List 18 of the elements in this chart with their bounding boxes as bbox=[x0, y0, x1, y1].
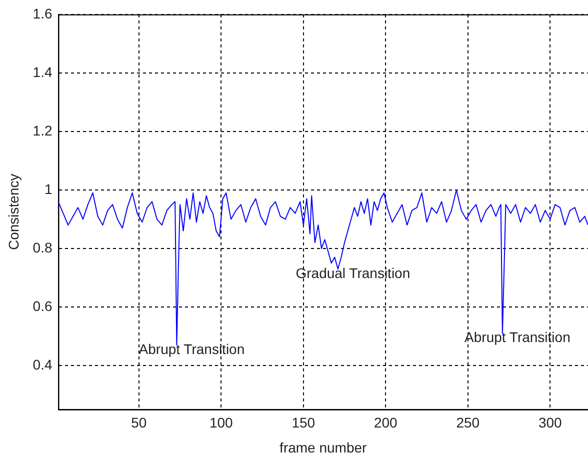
x-tick-label: 150 bbox=[292, 414, 316, 431]
x-tick-label: 300 bbox=[538, 414, 562, 431]
annotation: Abrupt Transition bbox=[138, 340, 245, 357]
y-tick-label: 1.6 bbox=[32, 5, 52, 22]
x-tick-label: 200 bbox=[374, 414, 398, 431]
annotation: Abrupt Transition bbox=[464, 329, 570, 346]
y-tick-label: 0.6 bbox=[32, 298, 52, 314]
y-tick-label: 1.2 bbox=[32, 122, 52, 138]
y-axis-title: Consistency bbox=[5, 174, 22, 250]
y-tick-label: 1.4 bbox=[32, 64, 52, 80]
annotation: Gradual Transition bbox=[296, 264, 410, 281]
y-tick-label: 1 bbox=[44, 180, 52, 197]
y-tick-label: 0.4 bbox=[32, 356, 52, 372]
x-axis-title: frame number bbox=[280, 439, 368, 456]
x-tick-label: 250 bbox=[456, 414, 480, 431]
x-tick-label: 100 bbox=[209, 414, 234, 431]
y-tick-label: 0.8 bbox=[32, 239, 52, 256]
x-tick-label: 50 bbox=[131, 414, 147, 431]
